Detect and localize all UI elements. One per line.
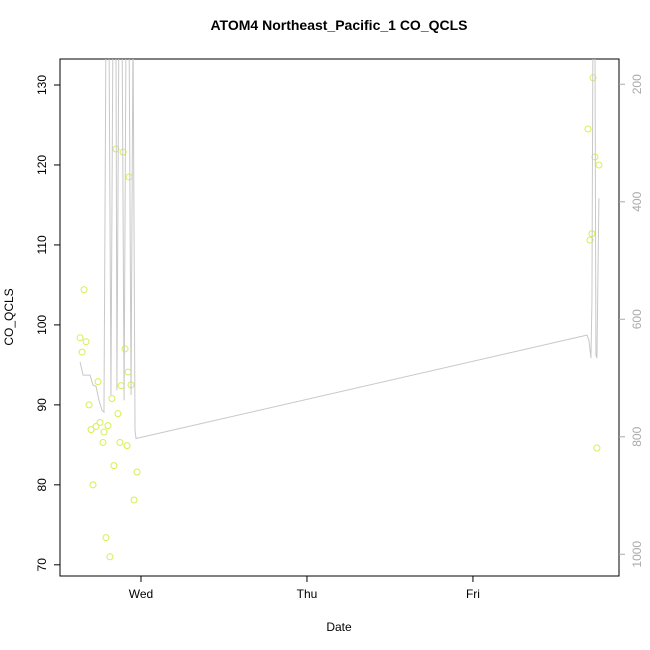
- y2-tick-label: 400: [630, 191, 644, 211]
- point: [78, 348, 86, 356]
- y-tick-label: 110: [35, 235, 49, 254]
- point: [99, 438, 107, 446]
- y2-tick-label: 600: [630, 309, 644, 329]
- point: [106, 553, 114, 561]
- point: [114, 410, 122, 418]
- point: [116, 438, 124, 446]
- x-tick-label: Fri: [466, 587, 480, 601]
- y-tick-label: 120: [35, 155, 49, 175]
- y2-tick-label: 800: [630, 426, 644, 446]
- y-tick-label: 100: [35, 315, 49, 335]
- x-tick-label: Thu: [297, 587, 318, 601]
- point: [584, 125, 592, 133]
- point: [96, 418, 104, 426]
- point: [104, 422, 112, 430]
- y-tick-label: 80: [35, 478, 49, 492]
- point: [121, 345, 129, 353]
- plot-frame: [59, 58, 620, 577]
- point: [123, 442, 131, 450]
- point: [130, 496, 138, 504]
- y2-tick-label: 200: [630, 74, 644, 94]
- point: [89, 481, 97, 489]
- point: [586, 236, 594, 244]
- point: [102, 534, 110, 542]
- chart-title: ATOM4 Northeast_Pacific_1 CO_QCLS: [210, 17, 467, 33]
- point: [593, 444, 601, 452]
- y-axis-label: CO_QCLS: [2, 288, 16, 345]
- point: [108, 394, 116, 402]
- point: [124, 368, 132, 376]
- point: [82, 338, 90, 346]
- point: [133, 468, 141, 476]
- point: [100, 428, 108, 436]
- y-tick-label: 130: [35, 75, 49, 95]
- point: [92, 422, 100, 430]
- plot-area: [76, 59, 603, 561]
- y-tick-label: 90: [35, 398, 49, 412]
- point: [85, 401, 93, 409]
- line: [79, 59, 600, 440]
- point: [117, 382, 125, 390]
- point: [94, 378, 102, 386]
- point: [125, 173, 133, 181]
- point: [110, 462, 118, 470]
- x-tick-label: Wed: [129, 587, 153, 601]
- point: [76, 334, 84, 342]
- y2-tick-label: 1000: [630, 541, 644, 568]
- x-axis-label: Date: [326, 620, 352, 634]
- point: [80, 286, 88, 294]
- point: [87, 426, 95, 434]
- point: [595, 161, 603, 169]
- y-tick-label: 70: [35, 558, 49, 572]
